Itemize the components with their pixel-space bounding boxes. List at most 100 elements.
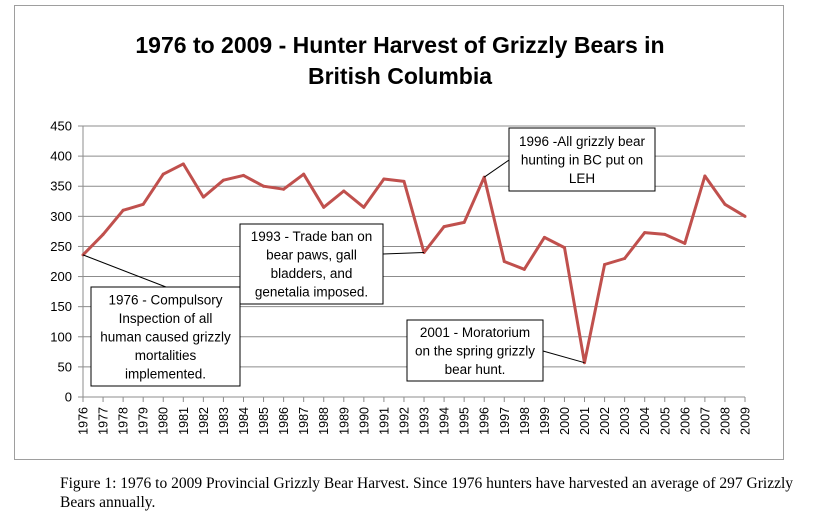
x-tick-label: 1984 [237,407,251,435]
annotation-leader-line [542,350,585,364]
x-tick-label: 1977 [97,407,111,435]
data-point [402,179,406,183]
annotation-text: 1996 -All grizzly bear [519,134,646,149]
y-tick-label: 50 [58,359,72,374]
annotation-text: bladders, and [271,266,353,281]
x-tick-label: 1980 [157,407,171,435]
data-point [743,214,747,218]
y-tick-label: 150 [50,299,72,314]
chart-title-line-2: British Columbia [307,63,492,89]
x-tick-label: 1987 [297,407,311,435]
x-tick-label: 2009 [739,407,753,435]
annotation-text: 2001 - Moratorium [420,325,530,340]
data-point [221,178,225,182]
data-point [643,231,647,235]
x-tick-label: 1981 [177,407,191,435]
x-tick-label: 1990 [357,407,371,435]
y-tick-label: 450 [50,119,72,134]
data-point [502,260,506,263]
y-tick-label: 250 [50,239,72,254]
data-point [562,246,566,250]
x-tick-label: 1996 [478,407,492,435]
annotation-text: human caused grizzly [100,329,231,344]
y-tick-label: 350 [50,179,72,194]
annotation-text: mortalities [135,348,197,363]
data-point [603,263,607,267]
annotation-text: bear paws, gall [266,248,357,263]
x-tick-label: 2002 [598,407,612,435]
x-tick-label: 1989 [337,407,351,435]
x-tick-label: 1997 [498,407,512,435]
y-tick-label: 0 [65,390,72,405]
data-point [241,173,245,177]
x-tick-label: 1979 [137,407,151,435]
data-point [141,202,145,206]
annotation-text: Inspection of all [119,311,213,326]
data-point [181,162,185,166]
annotation-text: hunting in BC put on [521,152,643,167]
x-tick-label: 1985 [257,407,271,435]
data-point [522,267,526,271]
x-tick-label: 1983 [217,407,231,435]
data-point [101,232,105,236]
data-point [302,172,306,176]
annotation-leader-line [382,251,425,255]
y-tick-label: 200 [50,269,72,284]
chart-title: 1976 to 2009 - Hunter Harvest of Grizzly… [90,30,710,92]
x-tick-label: 1999 [538,407,552,435]
x-tick-label: 2006 [678,407,692,435]
annotation-text: on the spring grizzly [415,343,535,358]
data-point [623,256,627,260]
y-tick-label: 100 [50,329,72,344]
data-point [663,232,667,236]
data-point [683,241,687,245]
data-point [161,172,165,176]
data-point [282,187,286,191]
chart-title-line-1: 1976 to 2009 - Hunter Harvest of Grizzly… [135,32,665,58]
annotation-text: 1993 - Trade ban on [251,229,373,244]
annotation-text: bear hunt. [445,362,506,377]
y-tick-label: 300 [50,209,72,224]
y-tick-label: 400 [50,149,72,164]
annotation-box [406,319,544,382]
data-point [442,225,446,229]
annotation-text: genetalia imposed. [255,285,368,300]
annotation-box [239,223,384,305]
data-point [121,208,125,212]
x-tick-label: 2005 [658,407,672,435]
annotation-text: 1976 - Compulsory [108,292,222,307]
figure-caption: Figure 1: 1976 to 2009 Provincial Grizzl… [60,475,794,511]
data-point [723,202,727,206]
x-tick-label: 2007 [698,407,712,435]
data-point [342,189,346,193]
annotation-text: implemented. [125,366,206,381]
x-tick-label: 1993 [418,407,432,435]
annotation-text: LEH [569,171,595,186]
x-tick-label: 1988 [317,407,331,435]
data-point [201,195,205,199]
data-point [362,205,366,209]
data-point [322,205,326,209]
x-tick-label: 1994 [438,407,452,435]
x-tick-label: 1991 [377,407,391,435]
series-line-hunter-harvest [81,162,746,365]
x-tick-label: 1986 [277,407,291,435]
x-tick-label: 1976 [77,407,91,435]
data-point [382,177,386,181]
x-tick-label: 1998 [518,407,532,435]
x-tick-label: 1995 [458,407,472,435]
data-point [542,235,546,239]
x-tick-label: 1982 [197,407,211,435]
x-tick-label: 1992 [397,407,411,435]
data-point [703,174,707,178]
data-point [462,220,466,224]
annotation-box [508,127,656,192]
x-tick-label: 2004 [638,407,652,435]
data-point [262,184,266,188]
x-tick-label: 2000 [558,407,572,435]
x-tick-label: 1978 [117,407,131,435]
annotation-box [90,286,241,387]
annotation-leader-line [82,254,167,288]
x-tick-label: 2001 [578,407,592,435]
